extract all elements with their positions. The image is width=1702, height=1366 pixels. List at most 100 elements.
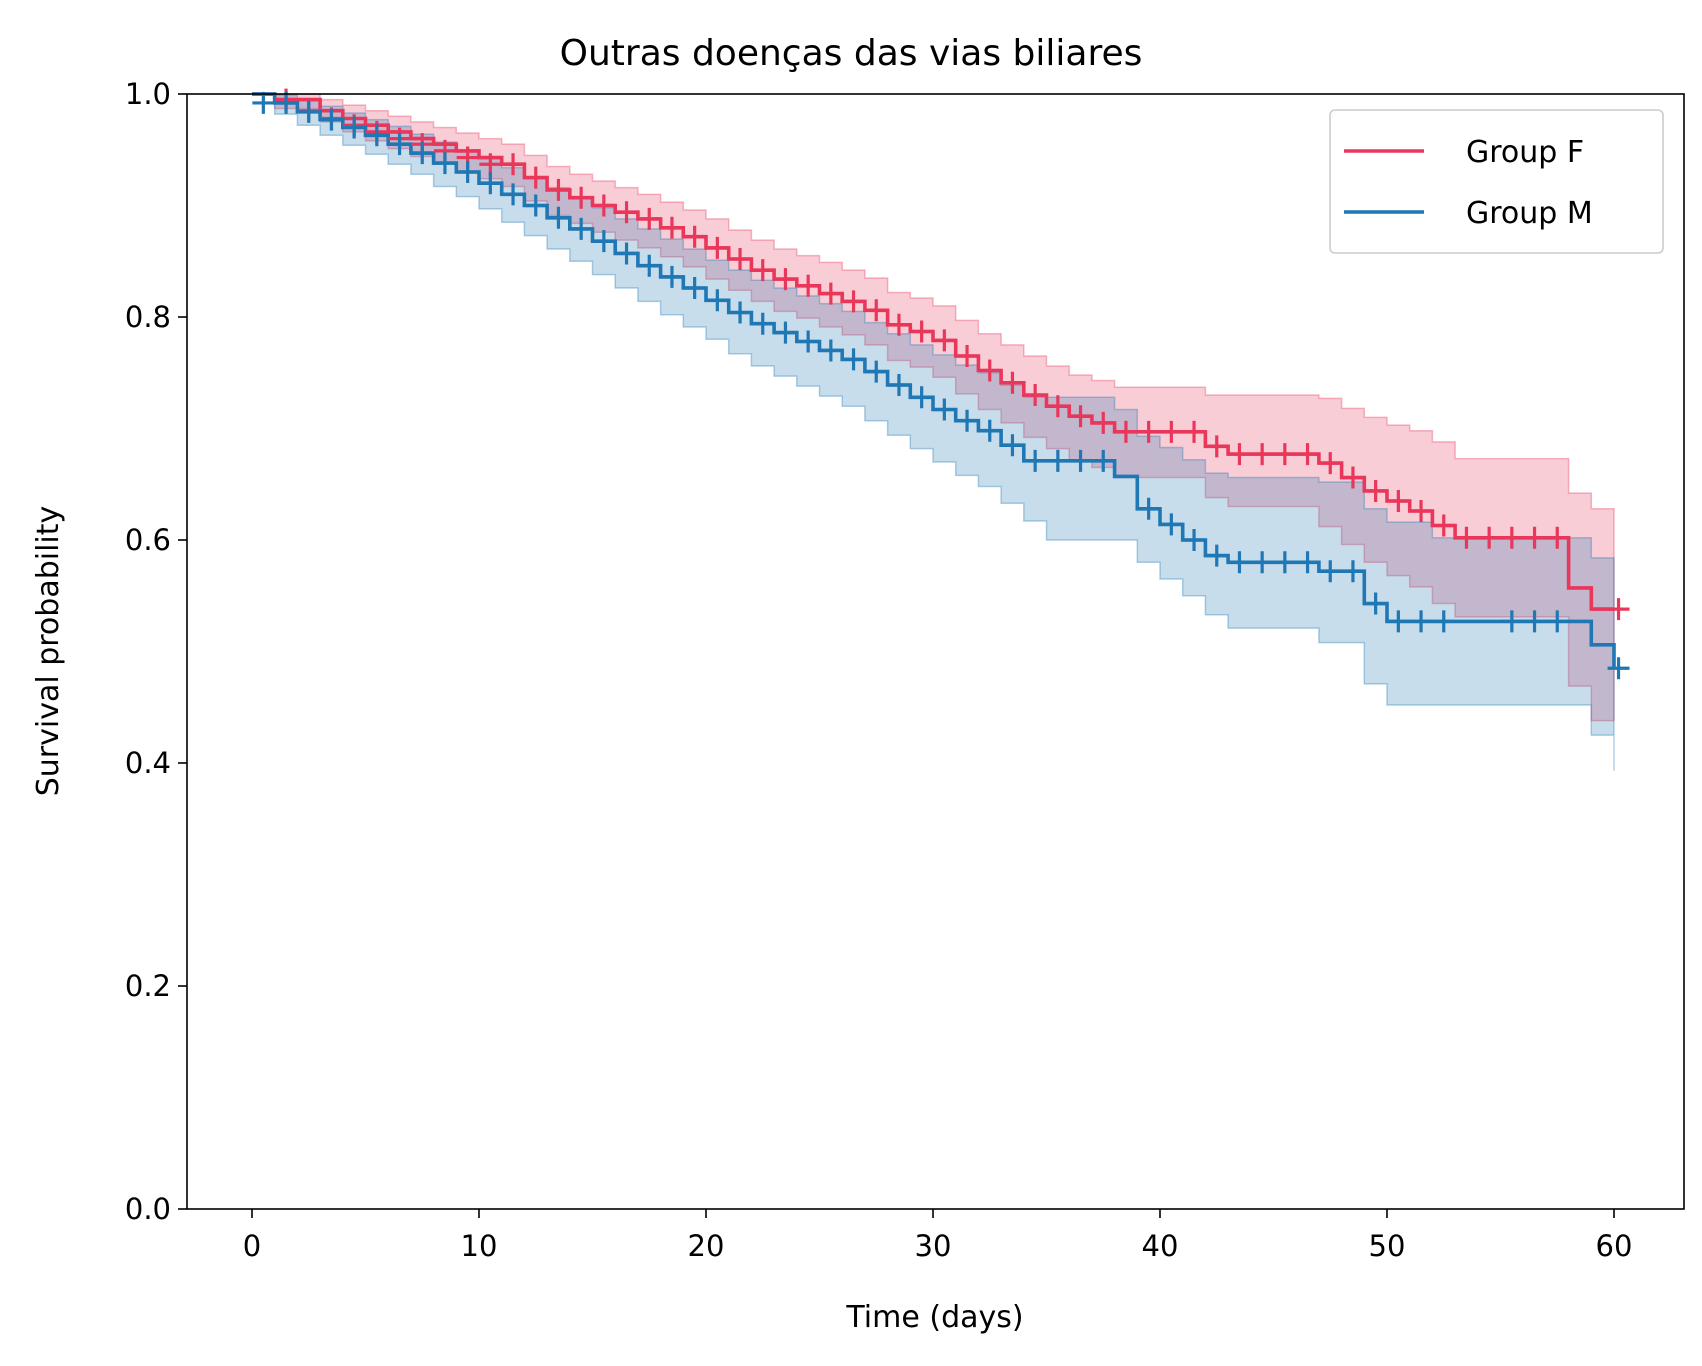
censor-mark-group-m [570, 217, 593, 240]
censor-mark-group-f [797, 274, 820, 297]
censor-mark-group-m [865, 360, 888, 383]
censor-mark-group-f [1251, 443, 1274, 466]
censor-mark-group-f [524, 166, 547, 189]
censor-mark-group-m [638, 254, 661, 277]
censor-mark-group-f [774, 268, 797, 291]
censor-mark-group-m [1001, 434, 1024, 457]
censor-mark-group-m [1228, 551, 1251, 574]
censor-mark-group-f [1455, 526, 1478, 549]
censor-mark-group-f [910, 320, 933, 343]
chart-title: Outras doenças das vias biliares [560, 33, 1143, 74]
censor-mark-group-m [774, 321, 797, 344]
censor-mark-group-f [479, 153, 502, 176]
censor-mark-group-m [433, 152, 456, 175]
censor-mark-group-f [1160, 420, 1183, 443]
y-axis-label: Survival probability [31, 506, 66, 797]
censor-mark-group-m [887, 374, 910, 397]
x-tick-label: 20 [688, 1229, 725, 1263]
censor-mark-group-f [1114, 420, 1137, 443]
censor-mark-group-m [592, 230, 615, 253]
censor-mark-group-m [343, 116, 366, 139]
legend-label-group-f: Group F [1466, 135, 1584, 170]
x-axis-label: Time (days) [845, 1300, 1023, 1335]
censor-mark-group-m [479, 172, 502, 195]
plot-area [252, 88, 1630, 771]
censor-mark-group-f [956, 345, 979, 368]
censor-mark-group-f [729, 248, 752, 271]
censor-mark-group-m [660, 265, 683, 288]
censor-mark-group-f [1092, 411, 1115, 434]
x-tick-label: 50 [1369, 1229, 1406, 1263]
censor-mark-group-m [275, 91, 298, 114]
censor-mark-group-m [1341, 560, 1364, 583]
censor-mark-group-m [729, 301, 752, 324]
censor-mark-group-m [1024, 449, 1047, 472]
censor-mark-group-m [842, 348, 865, 371]
censor-mark-group-f [1001, 371, 1024, 394]
censor-mark-group-m [615, 242, 638, 265]
censor-mark-group-f [1546, 526, 1569, 549]
y-axis-ticks: 0.0 0.2 0.4 0.6 0.8 1.0 [125, 77, 187, 1226]
ci-band-group-f [252, 93, 1615, 722]
censor-mark-group-m [1273, 551, 1296, 574]
censor-mark-group-f [751, 259, 774, 282]
censor-mark-group-m [1160, 513, 1183, 536]
censor-mark-group-m [933, 398, 956, 421]
y-tick-label: 0.0 [125, 1192, 171, 1226]
censor-mark-group-m [1092, 449, 1115, 472]
censor-mark-group-m [956, 409, 979, 432]
censor-mark-group-m [411, 142, 434, 165]
censor-mark-group-f [1410, 500, 1433, 523]
censor-mark-group-f [1024, 384, 1047, 407]
legend-label-group-m: Group M [1466, 196, 1593, 231]
censor-mark-group-m [1319, 560, 1342, 583]
y-tick-label: 0.4 [125, 746, 171, 780]
censor-mark-group-m [1546, 610, 1569, 633]
censor-mark-group-f [1432, 514, 1455, 537]
censor-mark-group-m [819, 339, 842, 362]
censor-mark-group-m [1205, 544, 1228, 567]
censor-mark-group-f [570, 186, 593, 209]
censor-mark-group-m [502, 183, 525, 206]
legend: Group F Group M [1329, 109, 1664, 254]
censor-mark-group-m [683, 277, 706, 300]
plot-frame [186, 93, 1685, 1210]
censor-mark-group-f [1500, 526, 1523, 549]
censor-mark-group-m [524, 194, 547, 217]
censor-mark-group-m [1251, 551, 1274, 574]
x-tick-label: 10 [461, 1229, 498, 1263]
x-tick-label: 30 [915, 1229, 952, 1263]
censor-mark-group-f [1183, 420, 1206, 443]
censor-mark-group-f [1387, 489, 1410, 512]
censor-mark-group-f [1273, 443, 1296, 466]
legend-box [1329, 109, 1664, 254]
censor-markers [252, 88, 1630, 680]
censor-mark-group-m [456, 161, 479, 184]
y-tick-label: 0.2 [125, 969, 171, 1003]
censor-mark-group-m [252, 91, 275, 114]
x-axis-ticks: 0 10 20 30 40 50 60 [243, 1209, 1632, 1263]
censor-mark-group-m [1432, 610, 1455, 633]
censor-mark-group-m [547, 206, 570, 229]
censor-mark-group-m [1137, 497, 1160, 520]
censor-mark-group-m [1607, 657, 1630, 680]
censor-mark-group-f [547, 178, 570, 201]
censor-mark-group-m [1387, 610, 1410, 633]
censor-mark-group-m [320, 108, 343, 131]
censor-mark-group-f [638, 207, 661, 230]
censor-mark-group-f [978, 359, 1001, 382]
censor-mark-group-f [706, 236, 729, 259]
censor-mark-group-f [592, 194, 615, 217]
censor-mark-group-m [1296, 551, 1319, 574]
censor-mark-group-m [365, 124, 388, 147]
censor-mark-group-f [1341, 466, 1364, 489]
survival-line-group-m [252, 92, 1616, 669]
censor-mark-group-f [887, 313, 910, 336]
censor-mark-group-m [910, 386, 933, 409]
censor-mark-group-m [797, 330, 820, 353]
censor-mark-group-f [865, 299, 888, 322]
censor-mark-group-f [1046, 395, 1069, 418]
y-tick-label: 1.0 [125, 77, 171, 111]
